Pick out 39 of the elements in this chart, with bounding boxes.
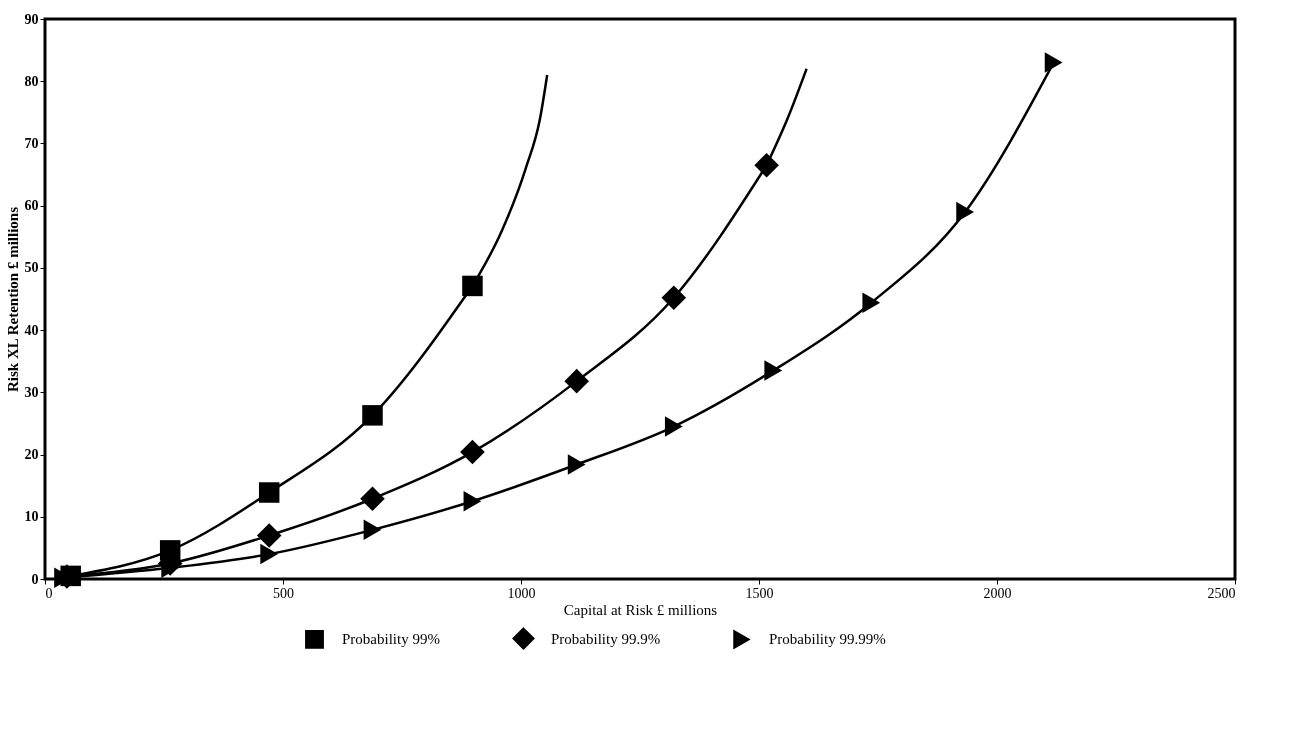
point [664,416,683,437]
x-tick-label: 1000 [507,585,536,601]
y-axis-title: Risk XL Retention £ millions [4,206,21,393]
y-tick-label: 30 [24,384,39,400]
point [362,405,383,426]
point [862,292,881,313]
legend-label: Probability 99.9% [551,630,661,647]
y-tick-label: 10 [24,509,39,525]
x-tick-label: 2000 [983,585,1012,601]
point [567,454,586,475]
point [764,360,783,381]
point [1044,52,1063,73]
point [260,543,279,565]
point [360,486,385,512]
point [460,439,485,465]
point [463,490,482,512]
y-tick-label: 90 [24,11,39,27]
point [258,482,280,503]
x-tick-label: 1500 [745,585,774,601]
point [564,368,589,394]
x-tick-label: 500 [273,585,294,601]
point [754,152,779,178]
y-tick-label: 40 [24,322,39,338]
y-tick-label: 50 [24,260,39,276]
point [256,523,282,548]
point [363,519,382,541]
y-tick-label: 80 [24,73,39,89]
legend-label: Probability 99% [342,631,440,648]
y-tick-label: 70 [24,135,39,151]
y-tick-label: 20 [24,447,39,463]
x-axis-title: Capital at Risk £ millions [563,601,718,618]
x-tick-label: 2500 [1207,585,1236,601]
point [661,285,687,311]
x-tick-label: 0 [45,585,53,601]
point [462,275,483,297]
y-tick-label: 60 [24,198,39,214]
point [956,201,974,223]
legend-label: Probability 99.99% [769,631,886,648]
y-tick-label: 0 [31,571,39,587]
